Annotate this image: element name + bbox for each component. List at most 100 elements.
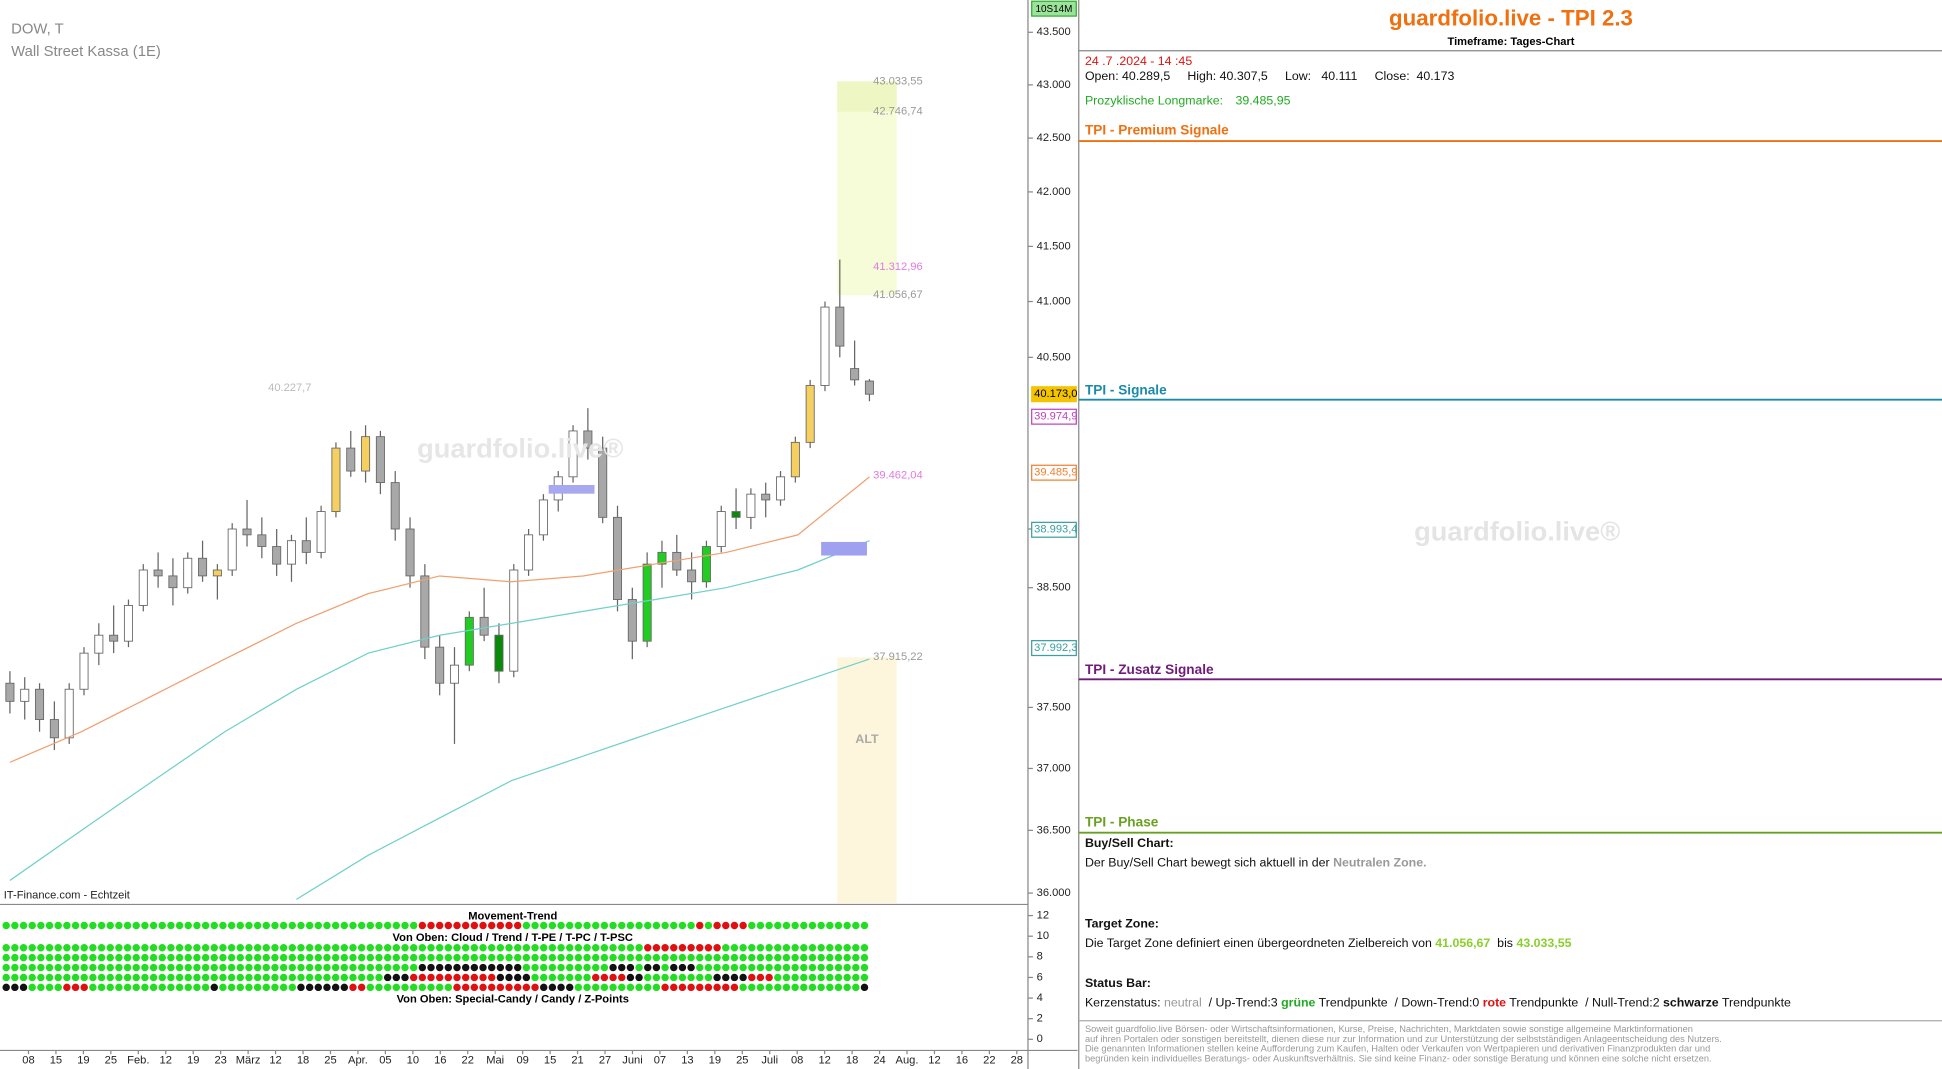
candle-body	[286, 540, 296, 565]
trend-dot	[479, 921, 487, 930]
trend-dot	[470, 963, 479, 972]
trend-dot	[37, 973, 45, 982]
trend-dot	[175, 953, 184, 962]
trend-dot	[37, 963, 45, 972]
trend-dot	[340, 953, 349, 962]
trend-dot	[236, 944, 244, 952]
candle-body	[864, 380, 874, 395]
trend-dot	[305, 953, 314, 962]
trend-dot	[696, 953, 704, 962]
trend-dot	[505, 921, 513, 930]
trend-dot	[808, 983, 817, 992]
trend-dot	[63, 963, 71, 972]
trend-dot	[279, 953, 288, 962]
trend-dot	[730, 944, 739, 952]
trend-dot	[860, 944, 869, 952]
price-marker	[1031, 386, 1077, 403]
trend-dot	[392, 921, 401, 930]
text: Der Buy/Sell Chart bewegt sich aktuell i…	[1085, 856, 1333, 870]
trend-dot	[756, 953, 765, 962]
trend-dot	[635, 944, 643, 952]
indicator-label: Von Oben: Special-Candy / Candy / Z-Poin…	[397, 994, 629, 1006]
trend-dot	[11, 953, 19, 962]
trend-dot	[774, 944, 782, 952]
trend-dot	[28, 973, 36, 982]
trend-dot	[401, 944, 409, 952]
trend-dot	[548, 953, 557, 962]
trend-dot	[670, 973, 678, 982]
trend-dot	[45, 944, 54, 952]
trend-dot	[592, 963, 600, 972]
trend-dot	[132, 983, 140, 992]
trend-dot	[817, 973, 825, 982]
trend-dot	[375, 983, 383, 992]
trend-dot	[297, 973, 305, 982]
trend-dot	[592, 973, 600, 982]
trend-dot	[357, 983, 366, 992]
trend-dot	[635, 983, 643, 992]
trend-dot	[678, 944, 687, 952]
candle-body	[464, 616, 474, 666]
trend-dot	[808, 921, 817, 930]
trend-dot	[305, 921, 314, 930]
trend-dot	[644, 921, 652, 930]
status-value: neutral	[1164, 996, 1202, 1010]
trend-dot	[37, 953, 45, 962]
trend-dot	[626, 973, 635, 982]
trend-dot	[644, 973, 652, 982]
trend-dot	[2, 963, 10, 972]
trend-dot	[2, 953, 10, 962]
trend-dot	[843, 944, 851, 952]
x-tick-label: 12	[269, 1054, 281, 1066]
level-label: 37.915,22	[873, 651, 923, 663]
trend-dot	[730, 921, 739, 930]
trend-dot	[253, 953, 262, 962]
trend-dot	[479, 944, 487, 952]
trend-dot	[435, 983, 444, 992]
trend-dot	[210, 983, 218, 992]
trend-dot	[227, 953, 236, 962]
x-tick-label: 22	[462, 1054, 474, 1066]
trend-dot	[496, 973, 505, 982]
trend-dot	[392, 983, 401, 992]
trend-dot	[19, 921, 28, 930]
trend-dot	[167, 953, 175, 962]
trend-dot	[670, 921, 678, 930]
x-tick-label: Aug.	[896, 1054, 919, 1066]
trend-dot	[583, 944, 591, 952]
trend-dot	[115, 983, 123, 992]
candle-body	[242, 528, 252, 536]
indicator-label: Von Oben: Cloud / Trend / T-PE / T-PC / …	[393, 932, 633, 944]
trend-dot	[808, 944, 817, 952]
trend-dot	[435, 921, 444, 930]
high-label: 40.227,7	[268, 382, 311, 394]
trend-dot	[158, 973, 166, 982]
trend-dot	[826, 983, 834, 992]
trend-dot	[375, 944, 383, 952]
x-tick-label: 16	[956, 1054, 968, 1066]
trend-dot	[722, 921, 730, 930]
trend-dot	[739, 983, 747, 992]
trend-dot	[184, 983, 192, 992]
trend-dot	[730, 983, 739, 992]
trend-dot	[141, 983, 149, 992]
trend-dot	[366, 983, 375, 992]
trend-dot	[687, 953, 695, 962]
trend-dot	[696, 973, 704, 982]
trend-dot	[80, 973, 88, 982]
trend-dot	[80, 921, 88, 930]
trend-dot	[271, 963, 279, 972]
trend-dot	[687, 944, 695, 952]
x-tick-label: März	[236, 1054, 261, 1066]
trend-dot	[253, 944, 262, 952]
candle-body	[212, 569, 222, 577]
trend-dot	[201, 944, 210, 952]
trend-dot	[71, 921, 80, 930]
trend-dot	[375, 973, 383, 982]
trend-dot	[262, 983, 270, 992]
trend-dot	[678, 963, 687, 972]
trend-dot	[366, 973, 375, 982]
disclaimer-line: begründen kein individuelles Beratungs- …	[1085, 1054, 1712, 1064]
x-tick-label: 18	[297, 1054, 309, 1066]
trend-dot	[774, 953, 782, 962]
